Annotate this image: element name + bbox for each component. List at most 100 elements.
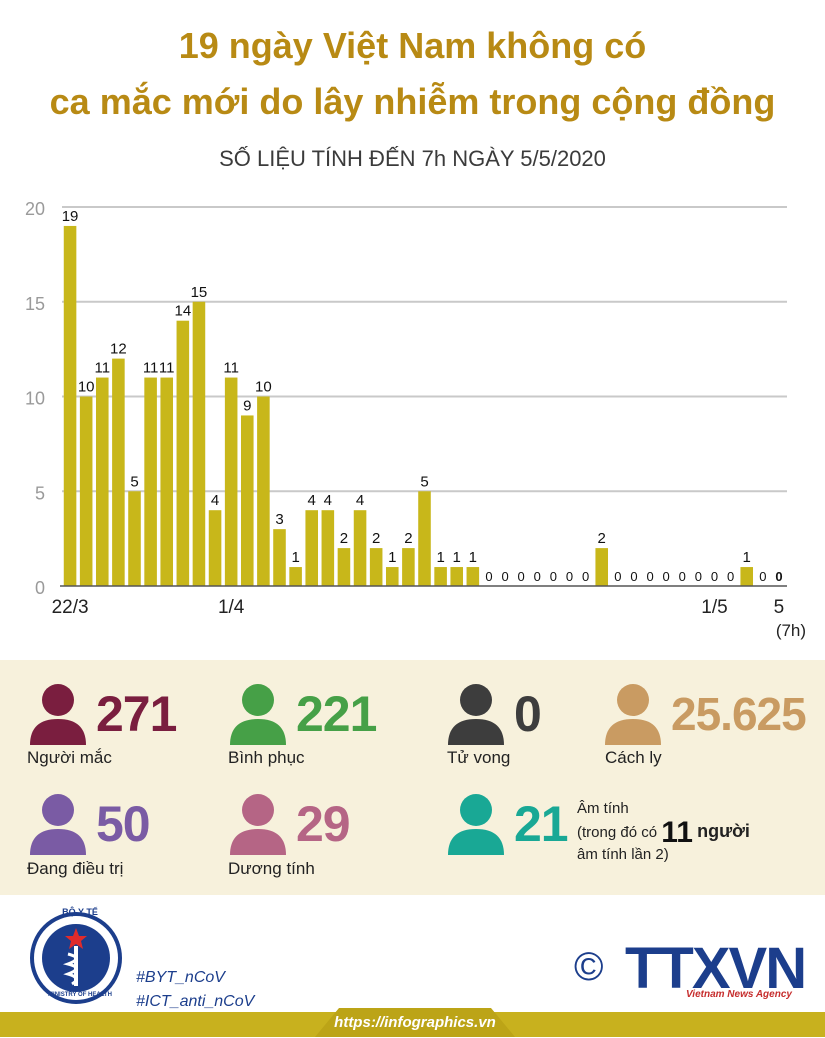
data-label: 3 (275, 511, 283, 528)
data-label: 12 (110, 341, 127, 358)
ttxvn-logo: TTXVN (625, 936, 807, 1001)
bar (337, 548, 351, 586)
bar (273, 529, 286, 586)
x-tick-label: 1/5 (701, 597, 727, 618)
negative-note-line3: âm tính lần 2) (577, 846, 669, 864)
data-label: 1 (469, 549, 477, 566)
bar (224, 377, 238, 586)
x-tick-label: 5 (774, 597, 785, 618)
bar (160, 377, 174, 586)
deaths-value: 0 (514, 686, 542, 742)
y-tick-label: 0 (35, 578, 45, 598)
bar (176, 320, 190, 586)
data-label: 0 (630, 569, 637, 584)
bar (450, 567, 464, 586)
positive-label: Dương tính (228, 859, 315, 878)
bar (257, 396, 270, 586)
ttxvn-subtitle: Vietnam News Agency (686, 989, 792, 1000)
y-tick-label: 15 (25, 294, 45, 314)
isolated-value: 25.625 (671, 688, 807, 740)
stat-negative: 21 (446, 793, 569, 855)
bar (63, 225, 77, 586)
person-icon (30, 684, 86, 745)
data-label: 1 (291, 549, 299, 566)
person-icon (30, 794, 86, 855)
data-label: 19 (62, 208, 79, 225)
ministry-of-health-logo (30, 912, 122, 1004)
data-label: 2 (340, 530, 348, 547)
treating-value: 50 (96, 796, 151, 852)
bar (240, 415, 254, 586)
stat-treating: 50 (28, 793, 151, 855)
bar (128, 491, 141, 586)
bar (402, 548, 415, 586)
data-label: 2 (598, 530, 606, 547)
bar (79, 396, 93, 586)
data-label: 14 (174, 303, 191, 320)
website-link[interactable]: https://infographics.vn (315, 1008, 515, 1037)
data-label: 1 (453, 549, 461, 566)
person-icon (448, 794, 504, 855)
data-label: 0 (679, 569, 686, 584)
person-icon (230, 684, 286, 745)
negative-note: Âm tính (trong đó có 11 người âm tính lầ… (577, 798, 750, 866)
bar (321, 510, 335, 586)
data-label: 4 (211, 492, 219, 509)
data-label: 11 (143, 360, 159, 377)
stat-cases: 271 (28, 683, 177, 745)
bar (418, 491, 431, 586)
stats-panel (0, 660, 825, 895)
data-label: 4 (324, 492, 332, 509)
negative-value: 21 (514, 796, 569, 852)
data-label: 2 (404, 530, 412, 547)
stat-isolated: 25.625 (603, 683, 807, 745)
data-label: 0 (775, 569, 782, 584)
data-label: 0 (518, 569, 525, 584)
data-label: 0 (759, 569, 766, 584)
bar (595, 548, 609, 586)
bar (95, 377, 109, 586)
hashtags: #BYT_nCoV #ICT_anti_nCoV (136, 966, 254, 1014)
stat-recovered: 221 (228, 683, 377, 745)
data-label: 11 (223, 360, 239, 377)
data-label: 10 (255, 379, 272, 396)
recovered-value: 221 (296, 686, 377, 742)
second-negative-count: 11 (661, 816, 693, 850)
person-icon (448, 684, 504, 745)
bar (208, 510, 222, 586)
data-label: 5 (420, 473, 428, 490)
deaths-label: Tử vong (447, 748, 511, 767)
ministry-bottom-text: MINISTRY OF HEALTH (48, 992, 112, 998)
person-icon (230, 794, 286, 855)
ministry-top-text: BỘ Y TẾ (62, 907, 98, 917)
x-tick-label: 22/3 (52, 597, 89, 618)
bar (353, 510, 367, 586)
data-label: 0 (485, 569, 492, 584)
negative-label: Âm tính (577, 800, 629, 817)
recovered-label: Bình phục (228, 748, 305, 767)
bar (385, 567, 399, 586)
hashtag-byt[interactable]: #BYT_nCoV (136, 969, 225, 986)
data-label: 5 (130, 473, 138, 490)
copyright-icon: © (574, 945, 604, 989)
bar (740, 567, 754, 586)
y-tick-label: 5 (35, 483, 45, 503)
data-label: 1 (388, 549, 396, 566)
negative-note-suffix: người (697, 821, 750, 841)
data-label: 0 (646, 569, 653, 584)
data-label: 2 (372, 530, 380, 547)
data-label: 1 (743, 549, 751, 566)
x-tick-label: 1/4 (218, 597, 245, 618)
stat-positive: 29 (228, 793, 351, 855)
data-label: 0 (582, 569, 589, 584)
stat-deaths: 0 (446, 683, 542, 745)
data-label: 0 (711, 569, 718, 584)
bar (112, 358, 125, 586)
bar (289, 567, 302, 586)
cases-label: Người mắc (27, 748, 112, 767)
data-label: 4 (356, 492, 364, 509)
data-label: 0 (550, 569, 557, 584)
hashtag-ict[interactable]: #ICT_anti_nCoV (136, 993, 255, 1010)
positive-value: 29 (296, 796, 351, 852)
